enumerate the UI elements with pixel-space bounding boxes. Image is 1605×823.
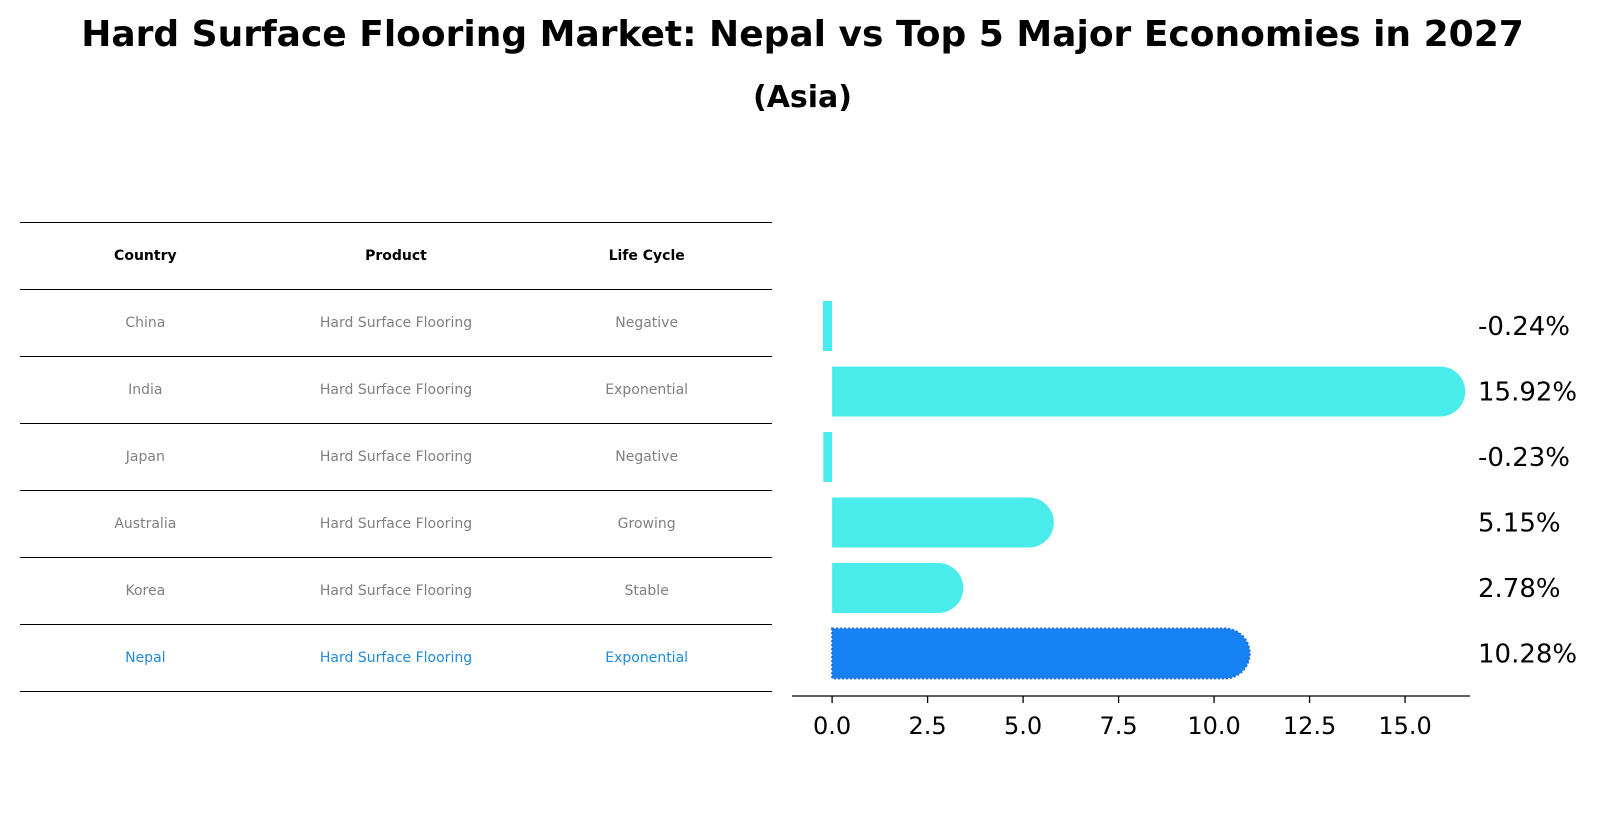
- bar-korea: [832, 563, 964, 613]
- data-table-container: Country Product Life Cycle China Hard Su…: [20, 222, 772, 692]
- cell-product: Hard Surface Flooring: [270, 490, 522, 558]
- value-label-korea: 2.78%: [1478, 574, 1561, 604]
- cell-life-cycle: Exponential: [521, 356, 772, 424]
- bar-australia: [832, 497, 1054, 548]
- cell-product: Hard Surface Flooring: [270, 423, 522, 491]
- cell-country: China: [20, 289, 271, 357]
- value-label-australia: 5.15%: [1478, 509, 1561, 539]
- header-life-cycle: Life Cycle: [521, 222, 772, 290]
- x-tick-label: 15.0: [1378, 712, 1431, 740]
- cell-country: Japan: [20, 423, 271, 491]
- header-product: Product: [270, 222, 522, 290]
- cell-country: Nepal: [20, 624, 271, 692]
- bar-highlight-outline: [831, 627, 1251, 680]
- chart-title: Hard Surface Flooring Market: Nepal vs T…: [81, 14, 1524, 55]
- table-row: China Hard Surface Flooring Negative: [20, 289, 772, 357]
- x-tick-label: 2.5: [909, 712, 947, 740]
- cell-country: Korea: [20, 557, 271, 625]
- cell-life-cycle: Stable: [521, 557, 772, 625]
- table-row: Korea Hard Surface Flooring Stable: [20, 557, 772, 625]
- bar-japan: [823, 432, 833, 482]
- cell-product: Hard Surface Flooring: [270, 624, 522, 692]
- cell-country: Australia: [20, 490, 271, 558]
- cell-product: Hard Surface Flooring: [270, 356, 522, 424]
- cell-life-cycle: Negative: [521, 289, 772, 357]
- cell-product: Hard Surface Flooring: [270, 557, 522, 625]
- table-row-highlighted: Nepal Hard Surface Flooring Exponential: [20, 624, 772, 692]
- cell-life-cycle: Growing: [521, 490, 772, 558]
- value-label-china: -0.24%: [1478, 312, 1570, 342]
- bar-india: [832, 366, 1466, 417]
- x-tick-label: 7.5: [1100, 712, 1138, 740]
- cell-product: Hard Surface Flooring: [270, 289, 522, 357]
- table-row: Australia Hard Surface Flooring Growing: [20, 490, 772, 558]
- cell-country: India: [20, 356, 271, 424]
- bar-nepal: [832, 628, 1250, 679]
- header-country: Country: [20, 222, 271, 290]
- x-tick-label: 12.5: [1283, 712, 1336, 740]
- value-label-india: 15.92%: [1478, 378, 1577, 408]
- table-row: Japan Hard Surface Flooring Negative: [20, 423, 772, 491]
- cell-life-cycle: Negative: [521, 423, 772, 491]
- table-header-row: Country Product Life Cycle: [20, 222, 772, 290]
- x-tick-label: 10.0: [1187, 712, 1240, 740]
- bar-china: [822, 301, 833, 351]
- data-table: Country Product Life Cycle China Hard Su…: [20, 222, 772, 692]
- x-tick-label: 0.0: [813, 712, 851, 740]
- chart-subtitle: (Asia): [752, 80, 853, 115]
- value-label-nepal: 10.28%: [1478, 640, 1577, 670]
- table-row: India Hard Surface Flooring Exponential: [20, 356, 772, 424]
- value-label-japan: -0.23%: [1478, 443, 1570, 473]
- x-tick-label: 5.0: [1004, 712, 1042, 740]
- cell-life-cycle: Exponential: [521, 624, 772, 692]
